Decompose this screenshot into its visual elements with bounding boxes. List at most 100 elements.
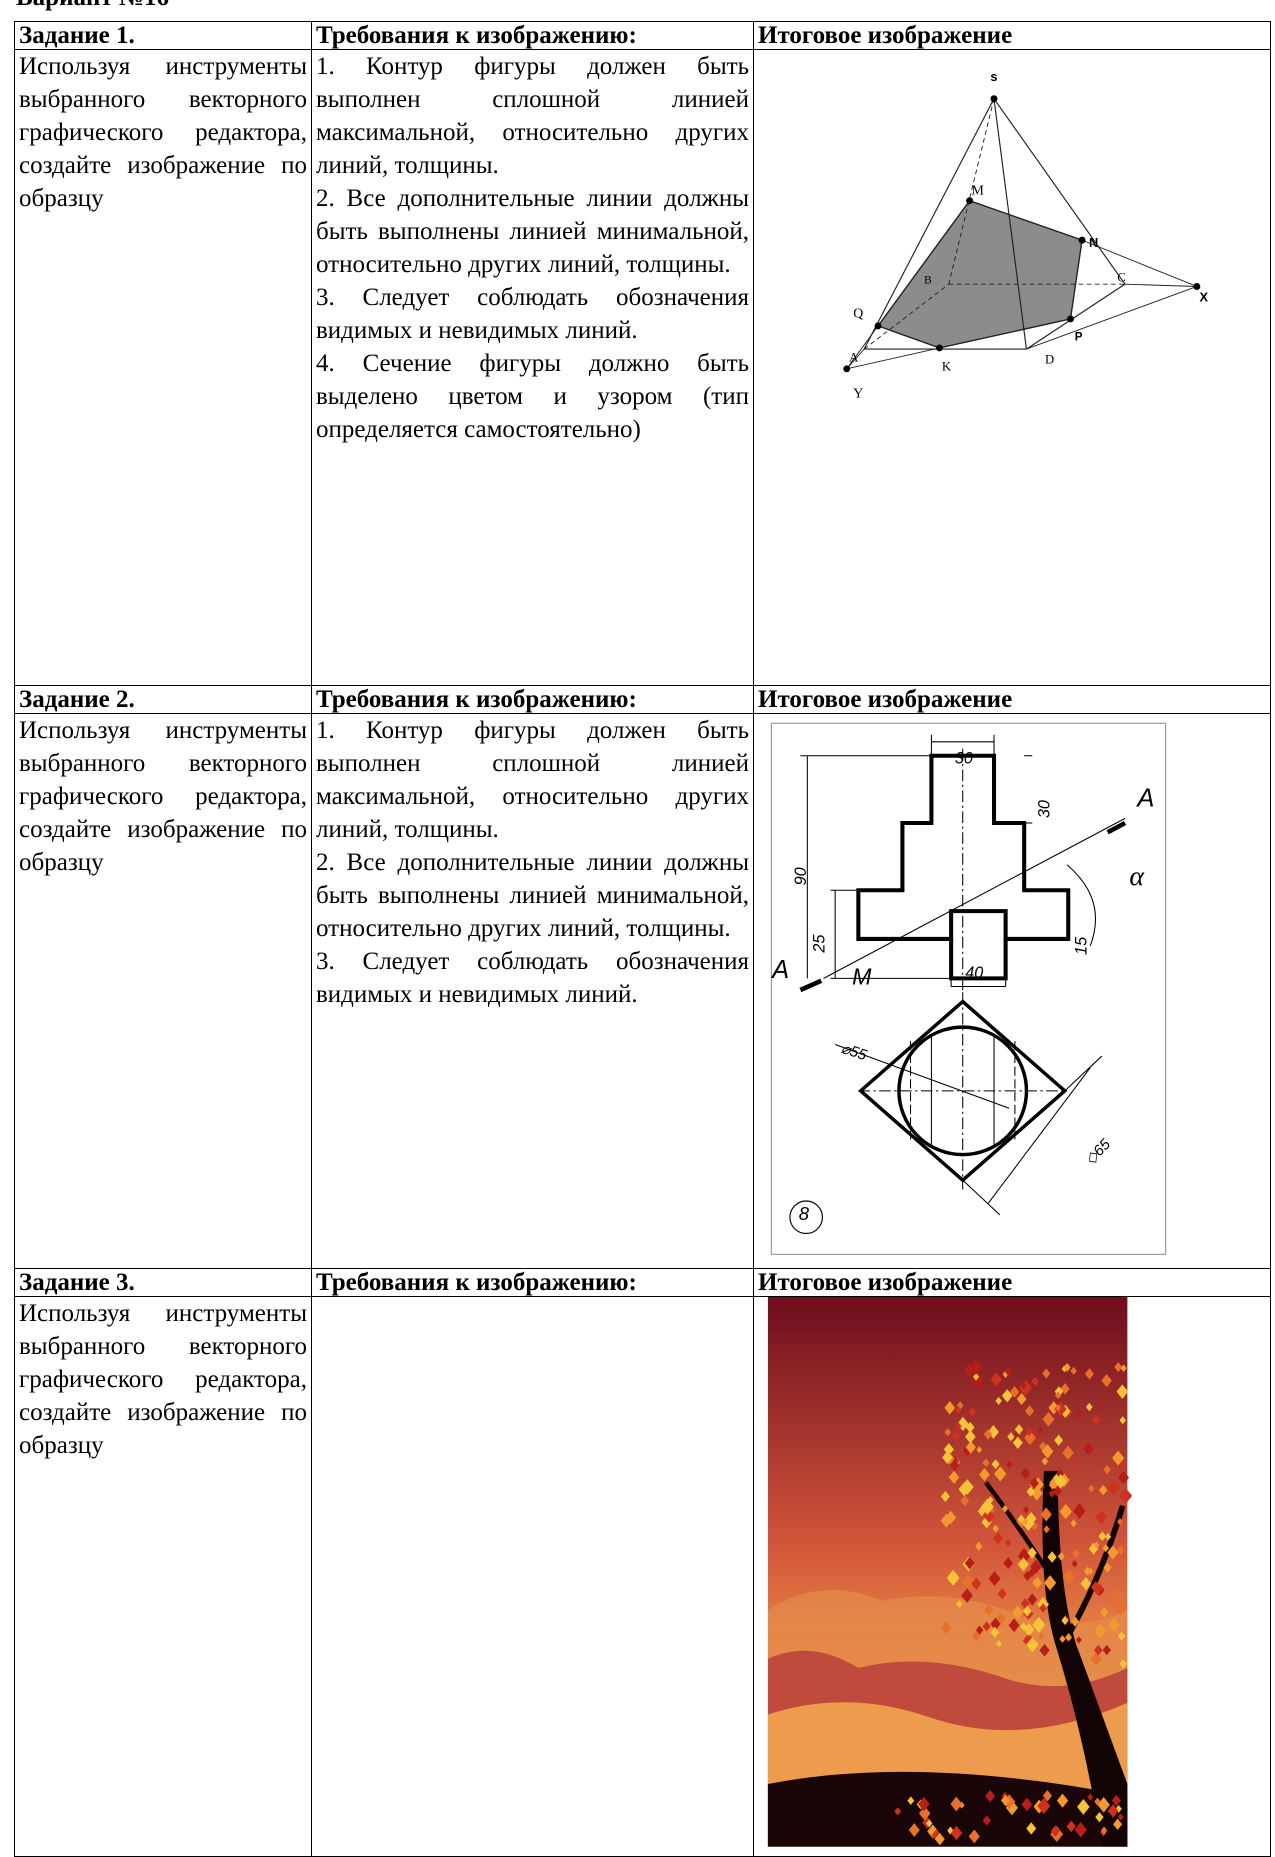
figure-line [863,283,950,350]
page-title: Вариант №16 [16,0,169,12]
figure-line [993,98,1126,285]
scene-part [1042,1368,1051,1379]
scene-part [1072,1549,1080,1559]
scene-part [1070,1366,1077,1375]
scene-part [1017,1548,1031,1564]
figure-line [966,197,974,205]
heading-cell: Итоговое изображение [753,21,1271,50]
requirement: 1. Контур фигуры должен быть выполнен сп… [316,53,749,179]
figure-label: 40 [965,964,983,982]
figure: 30 30 A 90 α 25 15 A M 40 ⌀55 ◇65 8 [770,722,1167,1255]
scene-part [994,1466,1007,1482]
scene-part [1006,1460,1013,1469]
scene-part [1059,1635,1066,1643]
scene-part [1041,1444,1054,1459]
scene-part [983,1509,995,1523]
scene-part [1001,1389,1013,1403]
description: Используя инструменты выбранного векторн… [19,717,307,876]
heading-cell: Требования к изображению: [311,685,754,714]
scene-part [1020,1467,1031,1480]
figure-line [846,347,940,370]
scene-part [1111,1794,1121,1807]
scene-part [1090,1651,1102,1666]
figure-label: A [770,956,789,984]
scene-part [1024,1430,1036,1445]
figure-label: B [924,273,932,286]
figure-cell [753,1296,1271,1857]
scene-part [1099,1607,1109,1618]
figure-line [858,999,1068,1183]
scene-part [1065,1632,1073,1642]
scene-part [1022,1605,1032,1617]
heading-cell: Требования к изображению: [311,1268,754,1297]
figure-line [1064,1055,1103,1092]
scene-part [1059,1503,1072,1520]
figure-line [1124,283,1197,287]
figure-label: 90 [792,867,810,885]
requirement: 4. Сечение фигуры должно быть выделено ц… [316,350,749,443]
heading-cell: Итоговое изображение [753,1268,1271,1297]
heading-cell: Задание 3. [14,1268,312,1297]
figure: s M N B C X Q P A K D Y [843,69,1209,401]
scene-part [1043,1525,1050,1534]
heading-row: Задание 1. Требования к изображению: Итого… [14,21,1271,50]
scene-part [1075,1409,1083,1418]
scene-part [1024,1405,1035,1417]
figure-label: 30 [1035,800,1053,818]
scene-part [944,1428,952,1437]
scene-part [1073,1503,1086,1519]
scene-part [979,1467,990,1482]
scene-part [1017,1514,1025,1524]
scene-part [1083,1442,1094,1456]
figure-label: ◇65 [1082,1135,1114,1167]
description-cell: Используя инструменты выбранного векторн… [14,713,312,1269]
figure-label: ⌀55 [839,1040,869,1064]
scene-part [1020,1598,1030,1610]
scene-part [946,1569,960,1586]
scene-part [944,1401,956,1415]
scene-part [961,1588,973,1603]
scene-part [1107,1545,1119,1560]
scene-part [1037,1797,1051,1815]
figure-line [993,98,1028,350]
scene-part [975,1625,984,1635]
scene-part [1012,1605,1023,1620]
requirement: 1. Контур фигуры должен быть выполнен сп… [316,717,749,843]
scene-part [1115,1590,1122,1599]
scene-part [982,1621,991,1632]
figure-label: 15 [1072,936,1090,955]
heading-cell: Требования к изображению: [311,21,754,50]
figure-line [874,322,882,330]
scene-part [984,1481,1060,1589]
requirements-cell: 1. Контур фигуры должен быть выполнен сп… [311,49,754,686]
figure-label: C [1117,270,1126,284]
scene-part [940,1490,950,1503]
scene-part [975,1541,983,1551]
scene-part [1087,1793,1094,1801]
description: Используя инструменты выбранного векторн… [19,1300,307,1459]
figure-line [990,95,998,103]
figure [767,1297,1133,1847]
scene-part [1042,1790,1052,1802]
figure-label: Q [853,306,863,321]
figure-line [936,344,943,352]
scene-part [982,1815,991,1826]
scene-part [1084,1368,1094,1380]
figure-line [1193,283,1201,290]
requirement: 3. Следует соблюдать обозначения видимых… [316,284,749,344]
scene-part [1032,1616,1046,1633]
figure-label: A [1135,785,1154,813]
figure-label: N [1089,235,1098,250]
scene-part [1095,1509,1107,1525]
figure-line [834,1043,1010,1109]
scene-part [1031,1376,1040,1387]
scene-part [1025,1511,1037,1526]
scene-part [1052,1485,1062,1497]
heading-cell: Задание 1. [14,21,312,50]
description-cell: Используя инструменты выбранного векторн… [14,1296,312,1857]
scene-part [1022,1505,1030,1514]
scene-part [965,1430,976,1444]
scene-part [1103,1562,1112,1573]
scene-part [1070,1519,1077,1528]
